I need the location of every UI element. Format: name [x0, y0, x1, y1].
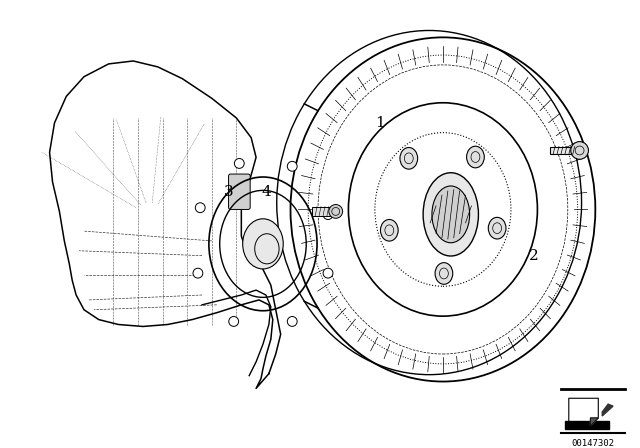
FancyBboxPatch shape — [550, 146, 578, 155]
Polygon shape — [569, 398, 598, 426]
Ellipse shape — [432, 186, 470, 243]
Text: 00147302: 00147302 — [571, 439, 614, 448]
Text: 4: 4 — [262, 185, 271, 198]
Ellipse shape — [329, 205, 342, 218]
Ellipse shape — [423, 173, 479, 256]
Ellipse shape — [400, 147, 418, 169]
FancyBboxPatch shape — [312, 207, 334, 216]
Circle shape — [287, 317, 297, 326]
FancyBboxPatch shape — [565, 421, 609, 429]
Circle shape — [323, 268, 333, 278]
Circle shape — [287, 161, 297, 171]
Ellipse shape — [435, 263, 452, 284]
Ellipse shape — [467, 146, 484, 168]
Circle shape — [323, 210, 333, 220]
Circle shape — [193, 268, 203, 278]
Text: 1: 1 — [375, 116, 385, 130]
Polygon shape — [591, 418, 598, 426]
Ellipse shape — [380, 220, 398, 241]
Circle shape — [228, 317, 239, 326]
Text: 3: 3 — [224, 185, 234, 198]
Text: 2: 2 — [529, 249, 539, 263]
Ellipse shape — [243, 219, 284, 269]
Circle shape — [195, 203, 205, 213]
Ellipse shape — [488, 217, 506, 239]
FancyBboxPatch shape — [563, 395, 623, 429]
Polygon shape — [602, 404, 613, 416]
Circle shape — [234, 159, 244, 168]
FancyBboxPatch shape — [228, 174, 250, 210]
Ellipse shape — [571, 142, 588, 159]
